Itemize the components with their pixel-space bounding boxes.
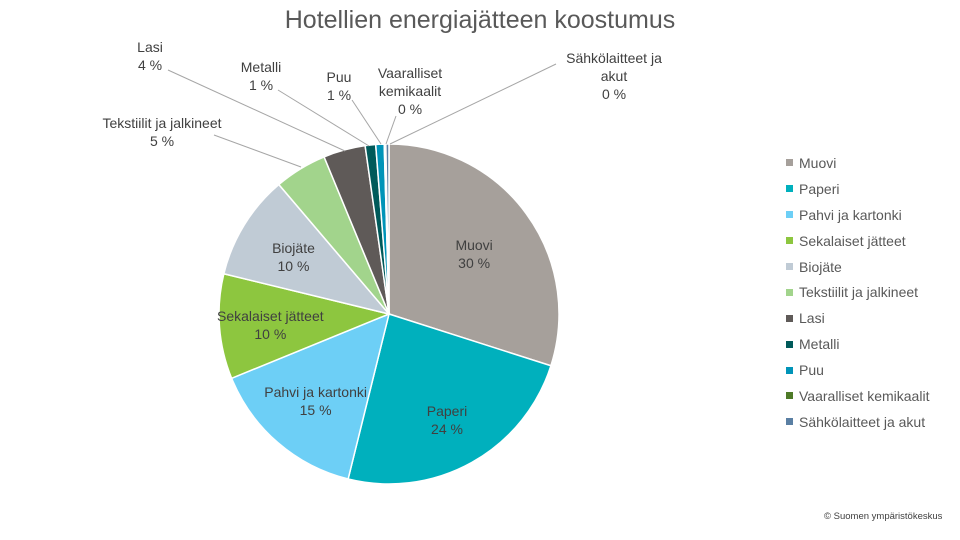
legend-item: Paperi — [786, 176, 929, 202]
legend-item: Pahvi ja kartonki — [786, 202, 929, 228]
pie-slice-paperi — [347, 313, 552, 485]
legend-item: Metalli — [786, 331, 929, 357]
pie-slice-pahvi-ja-kartonki — [230, 312, 391, 480]
legend-label: Muovi — [799, 154, 837, 171]
pie-slice-biojäte — [222, 183, 392, 316]
data-label: Puu 1 % — [327, 69, 352, 103]
chart-title: Hotellien energiajätteen koostumus — [284, 6, 676, 34]
legend-item: Tekstiilit ja jalkineet — [786, 279, 929, 305]
legend-swatch — [786, 185, 793, 193]
legend-swatch — [786, 392, 793, 400]
legend-label: Biojäte — [799, 258, 842, 275]
leader-line — [385, 115, 397, 145]
legend-label: Paperi — [799, 180, 840, 197]
legend-swatch — [786, 418, 793, 426]
legend-item: Biojäte — [786, 254, 929, 280]
legend-item: Lasi — [786, 305, 929, 331]
legend-item: Sähkölaitteet ja akut — [786, 409, 929, 435]
data-label: Paperi 24 % — [427, 403, 467, 437]
leader-line — [277, 89, 370, 147]
legend-label: Puu — [799, 362, 824, 379]
leader-line — [351, 99, 382, 145]
pie-slice-sekalaiset-jätteet — [218, 272, 392, 380]
legend-label: Sähkölaitteet ja akut — [799, 413, 926, 430]
data-label: Muovi 30 % — [455, 237, 492, 271]
legend-swatch — [786, 340, 793, 348]
data-label: Sähkölaitteet ja akut 0 % — [566, 50, 662, 102]
data-label: Vaaralliset kemikaalit 0 % — [378, 65, 442, 117]
legend-swatch — [786, 366, 793, 374]
legend-swatch — [786, 314, 793, 322]
pie-slice-sähkölaitteet-ja-akut — [385, 143, 390, 315]
data-label: Tekstiilit ja jalkineet 5 % — [102, 115, 221, 149]
data-label: Lasi 4 % — [137, 39, 163, 73]
legend-swatch — [786, 288, 793, 296]
data-label: Sekalaiset jätteet 10 % — [217, 308, 324, 342]
data-label: Metalli 1 % — [241, 59, 281, 93]
legend-swatch — [786, 211, 793, 219]
legend-label: Vaaralliset kemikaalit — [799, 387, 930, 404]
data-label: Biojäte 10 % — [272, 240, 315, 274]
legend-label: Pahvi ja kartonki — [799, 206, 902, 223]
leader-line — [389, 63, 557, 145]
legend-swatch — [786, 159, 793, 167]
legend-item: Puu — [786, 357, 929, 383]
chart-legend: Muovi Paperi Pahvi ja kartonki Sekalaiset j… — [786, 150, 929, 435]
legend-swatch — [786, 263, 793, 270]
leader-line — [167, 69, 346, 152]
legend-item: Vaaralliset kemikaalit — [786, 383, 929, 409]
legend-item: Sekalaiset jätteet — [786, 228, 929, 254]
legend-item: Muovi — [786, 150, 929, 176]
legend-label: Metalli — [799, 336, 840, 353]
leader-line — [213, 134, 302, 168]
legend-label: Lasi — [799, 310, 825, 327]
legend-label: Tekstiilit ja jalkineet — [799, 284, 919, 301]
legend-label: Sekalaiset jätteet — [799, 232, 906, 249]
pie-slice-muovi — [388, 143, 560, 367]
copyright-text: © Suomen ympäristökeskus — [824, 511, 943, 522]
legend-swatch — [786, 237, 793, 245]
data-label: Pahvi ja kartonki 15 % — [264, 384, 367, 418]
